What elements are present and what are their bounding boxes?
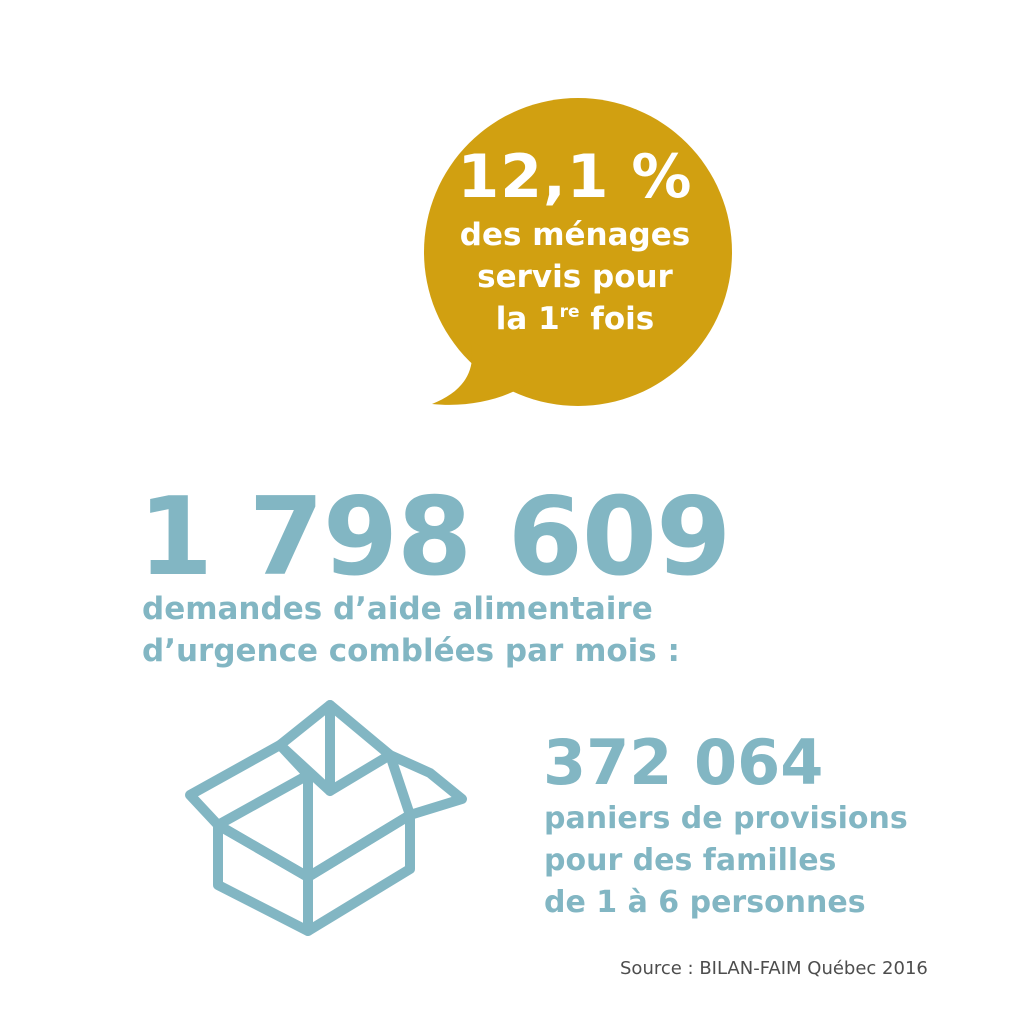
baskets-line-2: pour des familles — [544, 843, 837, 878]
first-time-line-3-prefix: la 1 — [495, 301, 560, 337]
open-box-icon — [185, 700, 467, 936]
monthly-requests-line-2: d’urgence comblées par mois : — [142, 633, 680, 669]
monthly-requests-description: demandes d’aide alimentaire d’urgence co… — [142, 588, 680, 672]
first-time-percentage: 12,1 % — [457, 142, 693, 212]
first-time-line-3-suffix: fois — [579, 301, 655, 337]
first-time-households-stat: 12,1 % des ménages servis pour la 1re fo… — [410, 140, 740, 340]
baskets-number: 372 064 — [543, 726, 824, 799]
baskets-line-1: paniers de provisions — [544, 801, 908, 836]
first-time-line-3-superscript: re — [559, 302, 580, 322]
first-time-line-1: des ménages — [459, 217, 691, 253]
first-time-line-3: la 1re fois — [410, 298, 740, 340]
baskets-line-3: de 1 à 6 personnes — [544, 885, 866, 920]
monthly-requests-number: 1 798 609 — [138, 475, 731, 600]
monthly-requests-line-1: demandes d’aide alimentaire — [142, 591, 653, 627]
baskets-description: paniers de provisions pour des familles … — [544, 798, 908, 924]
source-citation: Source : BILAN-FAIM Québec 2016 — [620, 958, 928, 979]
first-time-line-2: servis pour — [477, 259, 673, 295]
